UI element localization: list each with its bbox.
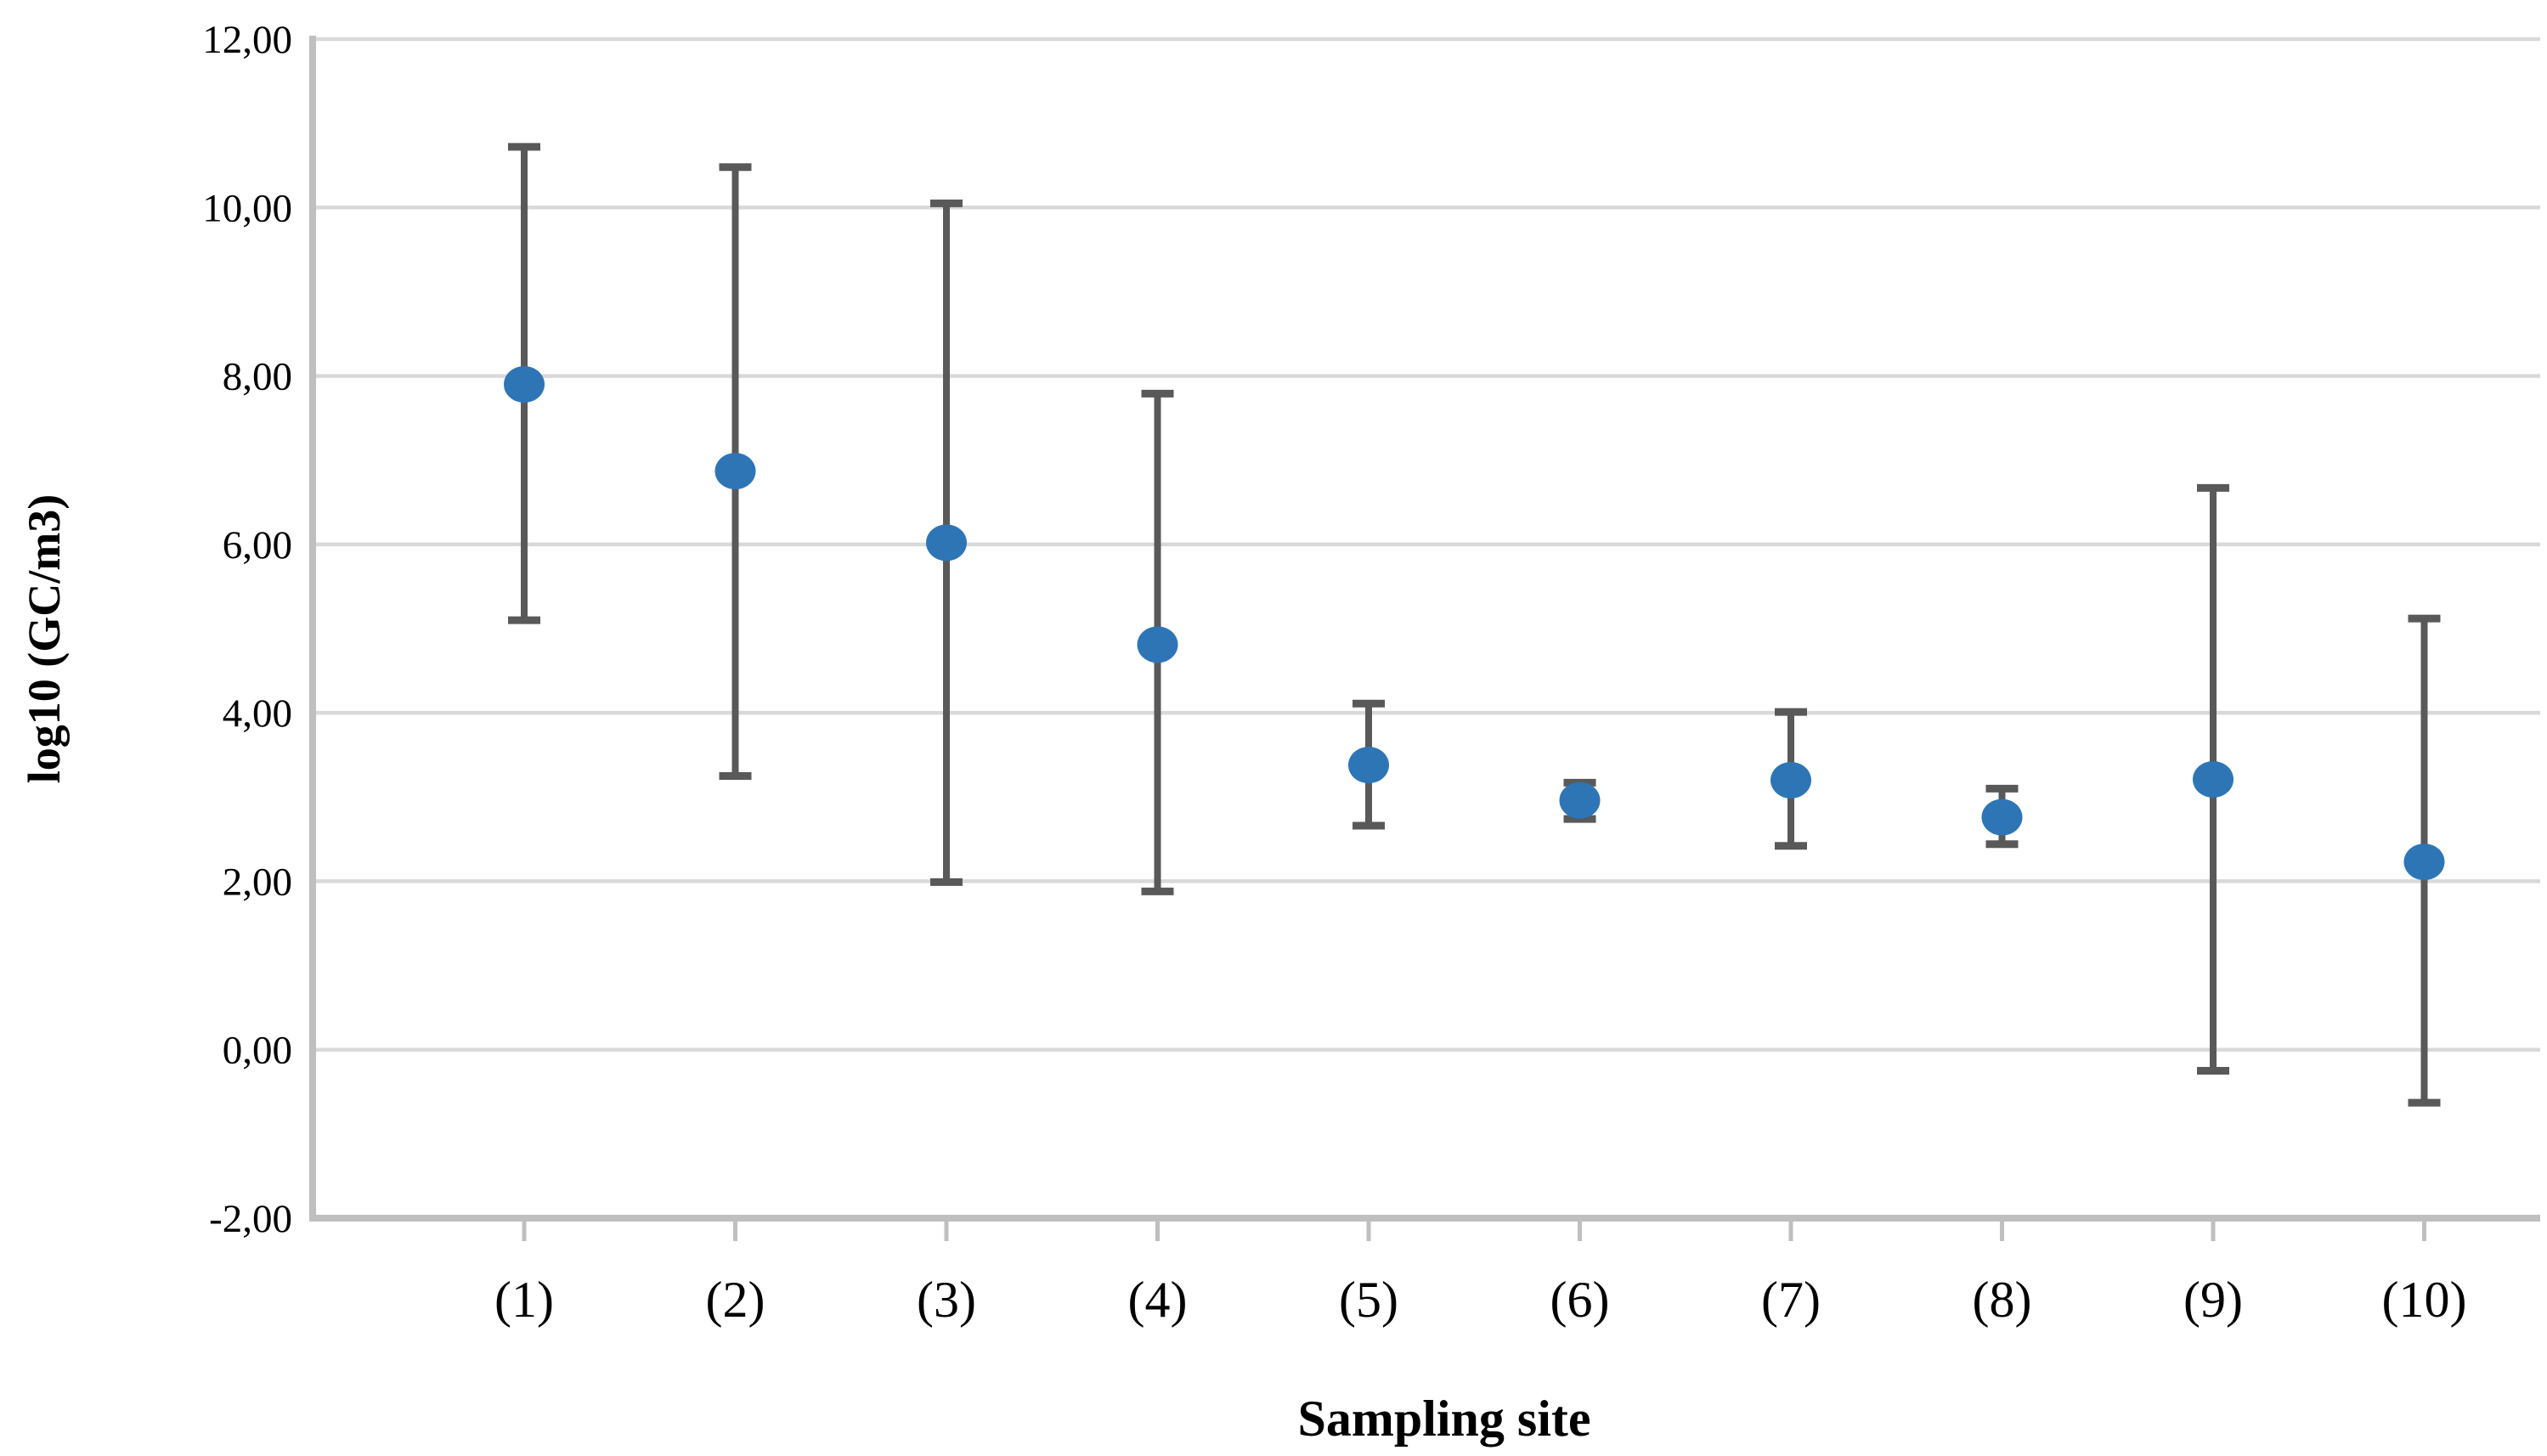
- x-tick-label: (4): [1128, 1272, 1188, 1328]
- y-tick-label: -2,00: [209, 1197, 292, 1241]
- gridlines: [315, 37, 2540, 1052]
- y-tick-label: 6,00: [223, 523, 292, 567]
- y-tick-label: 4,00: [223, 691, 292, 736]
- y-axis-title: log10 (GC/m3): [19, 494, 70, 783]
- data-point: [1137, 626, 1178, 663]
- x-tick-label: (9): [2183, 1272, 2243, 1328]
- data-point: [714, 453, 756, 490]
- x-axis-ticks: [522, 1218, 2426, 1241]
- y-tick-label: 8,00: [223, 355, 292, 399]
- x-tick-labels: (1) (2) (3) (4) (5) (6) (7) (8) (9) (10): [494, 1272, 2466, 1328]
- data-point: [1770, 761, 1811, 799]
- data-point: [1981, 799, 2023, 836]
- data-point: [1348, 747, 1389, 784]
- x-axis-title: Sampling site: [1297, 1391, 1590, 1447]
- data-point: [926, 524, 967, 562]
- x-tick-label: (10): [2382, 1272, 2467, 1328]
- error-bars: [508, 143, 2441, 1107]
- data-point: [1559, 782, 1601, 819]
- x-tick-label: (8): [1973, 1272, 2032, 1328]
- x-tick-label: (5): [1339, 1272, 1398, 1328]
- x-tick-label: (6): [1550, 1272, 1610, 1328]
- y-tick-label: 10,00: [202, 186, 292, 230]
- x-tick-label: (1): [494, 1272, 554, 1328]
- data-point: [2193, 760, 2234, 798]
- y-tick-label: 0,00: [223, 1029, 292, 1073]
- y-tick-label: 12,00: [202, 18, 292, 62]
- x-tick-label: (2): [706, 1272, 765, 1328]
- data-point: [2403, 844, 2445, 881]
- x-tick-label: (7): [1761, 1272, 1821, 1328]
- data-points: [504, 365, 2445, 881]
- x-tick-label: (3): [917, 1272, 976, 1328]
- data-point: [504, 365, 545, 403]
- y-tick-label: 2,00: [223, 860, 292, 904]
- y-tick-labels: 12,00 10,00 8,00 6,00 4,00 2,00 0,00 -2,00: [202, 18, 292, 1241]
